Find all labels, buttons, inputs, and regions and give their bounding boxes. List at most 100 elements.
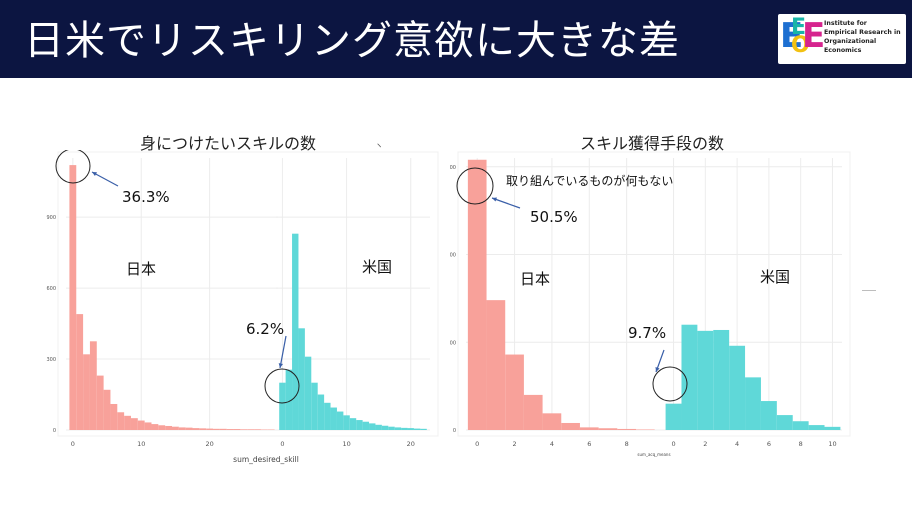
bar-米国-5 bbox=[745, 377, 761, 430]
bar-日本-9 bbox=[130, 418, 138, 430]
bar-米国-0 bbox=[279, 382, 286, 430]
bar-日本-1 bbox=[486, 300, 506, 430]
facet-2-2: 0 2 4 6 8 10 bbox=[664, 158, 842, 448]
x-tick-label-1: 10 bbox=[137, 440, 145, 448]
bar-米国-12 bbox=[356, 420, 363, 430]
pct-japan-zero: 50.5% bbox=[530, 208, 578, 226]
x-tick-label-2: 20 bbox=[407, 440, 415, 448]
x-tick-label-2: 4 bbox=[735, 440, 739, 448]
x-tick-label-3: 6 bbox=[767, 440, 771, 448]
bar-米国-21 bbox=[413, 428, 421, 430]
stray-mark: ヽ bbox=[375, 141, 383, 150]
bar-米国-1 bbox=[681, 324, 698, 430]
bar-日本-12 bbox=[151, 424, 159, 430]
logo-letter-2: E bbox=[791, 15, 807, 40]
logo-letter-3: O bbox=[791, 33, 810, 58]
bar-米国-22 bbox=[420, 428, 427, 430]
bar-日本-3 bbox=[523, 394, 543, 430]
x-axis-label: sum_acq_means bbox=[637, 452, 670, 457]
arrow-japan-head bbox=[92, 172, 97, 177]
x-tick-label-1: 2 bbox=[512, 440, 516, 448]
bar-米国-14 bbox=[369, 423, 376, 430]
bar-米国-2 bbox=[697, 330, 714, 430]
x-tick-label-0: 0 bbox=[71, 440, 75, 448]
x-tick-label-4: 8 bbox=[625, 440, 629, 448]
chart-acquisition-means: 0 500 1000 1500 0 2 4 6 8 0 2 4 6 8 10 sum_acq_means 取り組… bbox=[450, 151, 851, 457]
x-tick-label-0: 0 bbox=[280, 440, 284, 448]
label-usa: 米国 bbox=[362, 258, 392, 276]
eoe-logo: E E O E Institute for Empirical Research… bbox=[778, 14, 906, 64]
bar-日本-18 bbox=[192, 428, 200, 430]
bar-日本-17 bbox=[185, 427, 193, 430]
facet-1-2: 0 10 20 bbox=[276, 158, 430, 448]
chart-1-panel bbox=[57, 151, 439, 437]
bar-米国-5 bbox=[311, 382, 318, 430]
side-dash bbox=[862, 290, 876, 291]
bar-日本-26 bbox=[247, 429, 255, 430]
arrow-usa-head bbox=[278, 363, 283, 368]
arrow-japan-head bbox=[492, 197, 497, 202]
y-tick-label-0: 0 bbox=[53, 428, 56, 434]
bar-日本-0 bbox=[467, 159, 487, 431]
bar-日本-14 bbox=[165, 425, 172, 430]
bar-日本-4 bbox=[96, 375, 104, 430]
bar-米国-20 bbox=[407, 428, 414, 430]
chart-desired-skills: 0 300 600 900 0 10 20 0 10 20 sum_desired_skill 36.… bbox=[46, 150, 439, 464]
y-tick-label-3: 1500 bbox=[450, 165, 456, 171]
bar-日本-27 bbox=[254, 429, 261, 430]
highlight-circle-usa bbox=[652, 366, 688, 402]
bar-日本-22 bbox=[219, 428, 227, 430]
facet-2-1: 0 500 1000 1500 0 2 4 6 8 bbox=[450, 158, 664, 448]
bar-日本-5 bbox=[561, 422, 580, 430]
bar-日本-3 bbox=[89, 341, 97, 430]
x-tick-label-0: 0 bbox=[671, 440, 675, 448]
bar-日本-1 bbox=[76, 314, 84, 430]
bar-米国-11 bbox=[349, 418, 357, 430]
bar-米国-15 bbox=[375, 424, 382, 430]
pct-usa-zero: 9.7% bbox=[628, 324, 666, 342]
highlight-circle-usa bbox=[264, 368, 300, 404]
bar-日本-7 bbox=[117, 412, 125, 430]
note-nothing-in-progress: 取り組んでいるものが何もない bbox=[506, 173, 673, 188]
bar-米国-3 bbox=[713, 329, 730, 430]
bar-日本-9 bbox=[635, 429, 655, 430]
bar-米国-7 bbox=[324, 402, 331, 430]
bar-日本-4 bbox=[542, 413, 562, 430]
arrow-usa-head bbox=[655, 367, 660, 372]
x-tick-label-2: 20 bbox=[205, 440, 213, 448]
bar-米国-16 bbox=[381, 425, 389, 430]
logo-institute-text: Institute for Empirical Research in Orga… bbox=[824, 19, 906, 55]
bar-米国-1 bbox=[285, 369, 293, 430]
bar-日本-21 bbox=[213, 428, 220, 430]
bar-日本-13 bbox=[158, 425, 166, 430]
arrow-japan bbox=[91, 171, 119, 187]
y-tick-label-2: 600 bbox=[46, 286, 56, 292]
bar-日本-2 bbox=[83, 354, 90, 430]
bar-日本-7 bbox=[598, 428, 618, 430]
bar-米国-6 bbox=[760, 401, 777, 430]
bar-米国-9 bbox=[336, 411, 344, 430]
bar-米国-3 bbox=[298, 328, 305, 430]
highlight-circle-japan bbox=[456, 167, 494, 205]
bar-日本-0 bbox=[69, 165, 77, 431]
bar-米国-6 bbox=[317, 394, 325, 430]
x-tick-label-2: 4 bbox=[550, 440, 554, 448]
bar-日本-6 bbox=[110, 403, 118, 430]
bar-米国-8 bbox=[792, 421, 809, 430]
y-tick-label-1: 300 bbox=[46, 357, 56, 363]
label-japan: 日本 bbox=[126, 260, 156, 278]
bar-米国-17 bbox=[388, 426, 395, 430]
chart-1-title: 身につけたいスキルの数 bbox=[140, 134, 317, 153]
y-tick-label-0: 0 bbox=[453, 428, 456, 434]
bar-米国-4 bbox=[729, 345, 746, 430]
slide-header: 日米でリスキリング意欲に大きな差 E E O E Institute for E… bbox=[0, 0, 912, 78]
bar-日本-20 bbox=[206, 428, 214, 430]
bar-日本-19 bbox=[199, 428, 207, 430]
x-tick-label-5: 10 bbox=[828, 440, 836, 448]
label-japan: 日本 bbox=[520, 270, 550, 288]
pct-usa-zero: 6.2% bbox=[246, 320, 284, 338]
x-tick-label-0: 0 bbox=[475, 440, 479, 448]
pct-japan-zero: 36.3% bbox=[122, 188, 170, 206]
x-tick-label-1: 10 bbox=[342, 440, 350, 448]
logo-text-line-1: Institute for bbox=[824, 20, 867, 27]
